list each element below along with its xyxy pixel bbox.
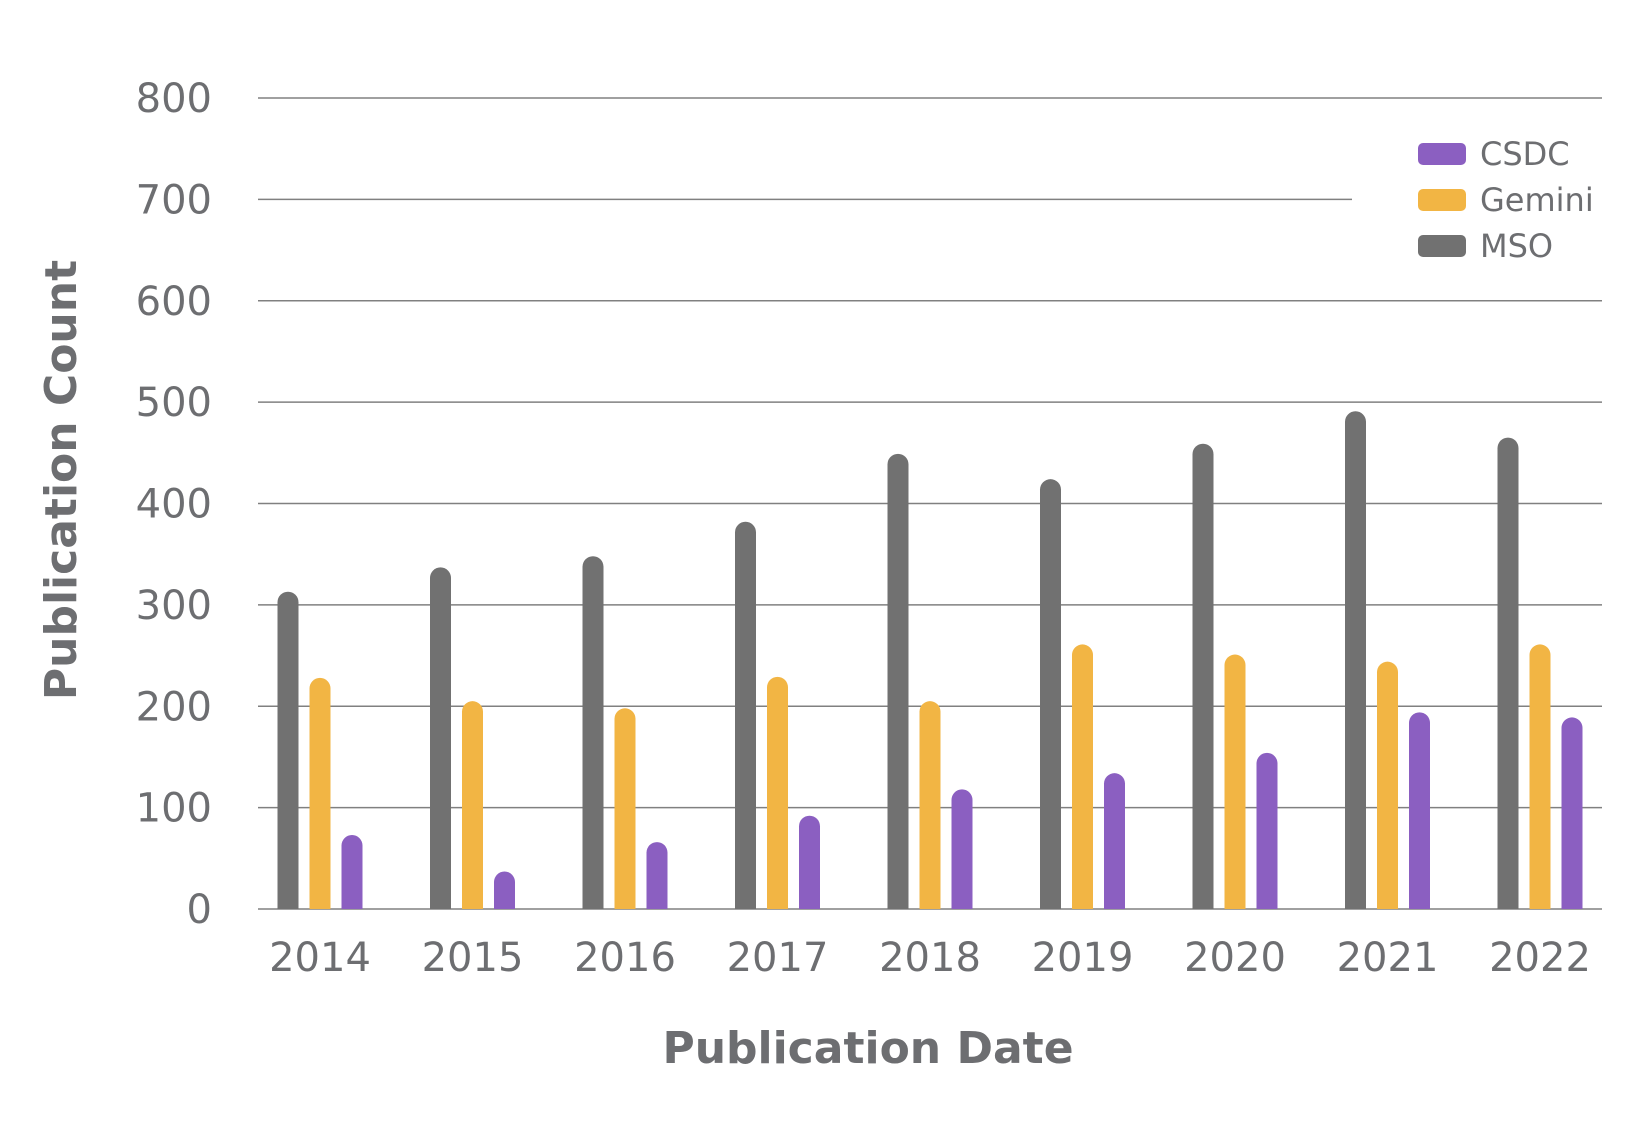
bar-csdc-2017 (799, 815, 820, 909)
x-tick-label: 2017 (727, 935, 829, 981)
y-tick-label: 100 (136, 786, 212, 832)
bar-mso-2018 (887, 453, 909, 909)
y-tick-label: 200 (136, 684, 212, 730)
x-tick-label: 2019 (1032, 935, 1134, 981)
legend-label-gemini: Gemini (1480, 181, 1594, 219)
x-tick-label: 2018 (879, 935, 981, 981)
legend-label-mso: MSO (1480, 227, 1553, 265)
x-axis-ticks: 2014 2015 2016 2017 2018 2019 2020 2021 2022 (269, 935, 1591, 981)
bar-gemini-2014 (309, 677, 331, 909)
legend-swatch-csdc (1418, 143, 1466, 165)
bar-mso-2019 (1040, 479, 1061, 909)
bar-gemini-2016 (614, 708, 636, 909)
legend: CSDC Gemini MSO (1418, 135, 1594, 265)
legend-label-csdc: CSDC (1480, 135, 1570, 173)
bars (277, 411, 1583, 909)
x-tick-label: 2020 (1184, 935, 1286, 981)
y-tick-label: 500 (136, 380, 212, 426)
y-tick-label: 400 (136, 482, 212, 528)
bar-mso-2014 (277, 591, 299, 909)
y-tick-label: 0 (187, 887, 212, 933)
y-tick-label: 300 (136, 583, 212, 629)
bar-gemini-2019 (1072, 644, 1093, 909)
x-axis-title: Publication Date (662, 1023, 1073, 1074)
bar-mso-2017 (735, 521, 756, 909)
bar-csdc-2014 (341, 834, 363, 909)
legend-swatch-gemini (1418, 189, 1466, 211)
bar-csdc-2022 (1561, 717, 1583, 909)
bar-csdc-2015 (494, 871, 515, 909)
bar-mso-2015 (430, 567, 451, 909)
bar-csdc-2020 (1256, 752, 1278, 909)
bar-mso-2021 (1345, 411, 1366, 909)
bar-mso-2022 (1497, 437, 1519, 909)
y-axis-ticks: 0 100 200 300 400 500 600 700 800 (136, 76, 212, 933)
bar-csdc-2019 (1104, 773, 1125, 909)
x-tick-label: 2014 (269, 935, 371, 981)
bar-gemini-2017 (767, 676, 788, 909)
bar-mso-2016 (582, 556, 604, 909)
bar-gemini-2020 (1224, 654, 1246, 909)
bar-csdc-2021 (1409, 712, 1430, 909)
bar-gemini-2018 (919, 701, 941, 909)
bar-csdc-2016 (646, 842, 668, 909)
bar-csdc-2018 (951, 789, 973, 909)
y-tick-label: 600 (136, 279, 212, 325)
bar-mso-2020 (1192, 443, 1214, 909)
y-tick-label: 700 (136, 177, 212, 223)
bar-gemini-2015 (462, 701, 483, 909)
y-axis-title: Publication Count (36, 260, 87, 700)
y-tick-label: 800 (136, 76, 212, 122)
x-tick-label: 2021 (1337, 935, 1439, 981)
bar-gemini-2022 (1529, 644, 1551, 909)
x-tick-label: 2016 (574, 935, 676, 981)
x-tick-label: 2022 (1489, 935, 1591, 981)
legend-swatch-mso (1418, 235, 1466, 257)
bar-gemini-2021 (1377, 661, 1398, 909)
x-tick-label: 2015 (422, 935, 524, 981)
